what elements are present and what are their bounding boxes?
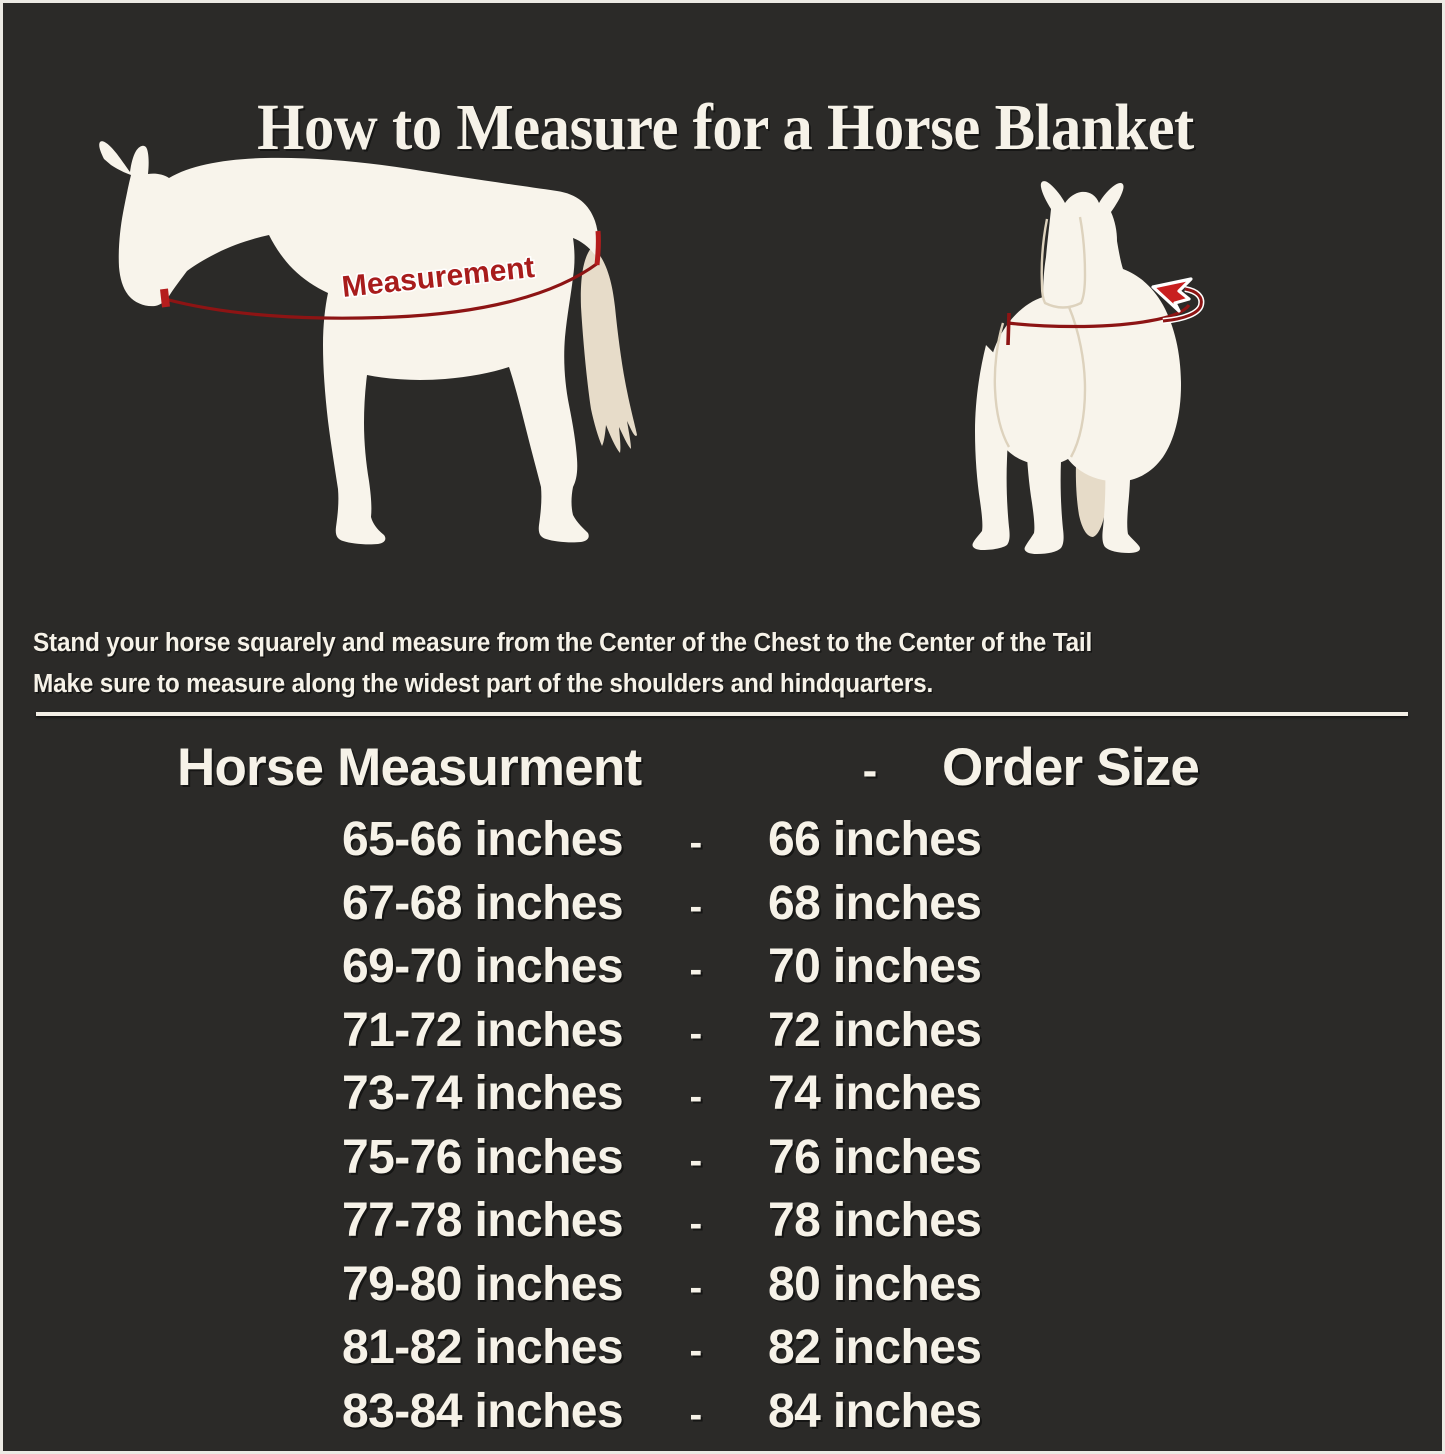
cell-order-size: 84 inches [768,1384,982,1438]
column-header-dash: - [862,746,878,795]
illustration-band: Measurement [3,129,1442,579]
horse-rear-view-diagram [972,181,1205,554]
horse-rear-rump-contour [1067,306,1087,458]
measurement-tick-rear [1006,312,1011,346]
table-row: 65-66 inches - 66 inches [3,810,1442,874]
cell-dash: - [689,949,702,991]
cell-order-size: 78 inches [768,1194,982,1247]
table-header-row: Horse Measurment - Order Size [3,737,1442,802]
instruction-line-2: Make sure to measure along the widest pa… [33,669,934,698]
table-row: 69-70 inches - 70 inches [3,937,1442,1001]
cell-measurement: 83-84 inches [342,1384,624,1438]
column-header-measurement: Horse Measurment [177,738,642,797]
cell-order-size: 66 inches [768,813,982,866]
horse-rear-head-outline [1040,216,1087,309]
table-row: 83-84 inches - 84 inches [3,1382,1442,1446]
cell-dash: - [689,1203,702,1245]
horse-rear-side-contour [993,322,1011,448]
cell-order-size: 68 inches [768,876,982,930]
size-chart-table: Horse Measurment - Order Size 65-66 inch… [3,737,1442,1446]
instruction-line-1: Stand your horse squarely and measure fr… [33,628,1093,657]
cell-dash: - [689,1012,702,1055]
measurement-arrow-curve-inner [1162,287,1203,323]
section-divider [36,712,1408,716]
table-row: 73-74 inches - 74 inches [3,1064,1442,1128]
cell-order-size: 80 inches [768,1257,982,1311]
table-row: 77-78 inches - 78 inches [3,1191,1442,1255]
cell-order-size: 74 inches [768,1067,982,1120]
cell-dash: - [689,1330,702,1372]
cell-measurement: 65-66 inches [342,813,624,866]
cell-order-size: 82 inches [768,1321,982,1374]
measuring-instructions: Stand your horse squarely and measure fr… [33,623,1360,705]
horse-body-shape [99,141,598,545]
horse-tail-shape [580,247,637,453]
cell-dash: - [689,1139,702,1182]
table-row: 75-76 inches - 76 inches [3,1128,1442,1192]
measurement-tick-chest [160,288,170,308]
table-row: 71-72 inches - 72 inches [3,1001,1442,1065]
cell-measurement: 69-70 inches [342,940,624,993]
cell-dash: - [689,822,702,864]
cell-order-size: 72 inches [768,1003,982,1057]
table-row: 81-82 inches - 82 inches [3,1318,1442,1382]
cell-measurement: 79-80 inches [342,1257,624,1311]
cell-dash: - [689,885,702,928]
horse-side-view-diagram: Measurement [99,141,637,545]
cell-order-size: 76 inches [768,1130,982,1184]
table-row: 79-80 inches - 80 inches [3,1255,1442,1319]
measurement-tick-tail [594,230,601,266]
cell-measurement: 81-82 inches [342,1321,624,1374]
measurement-line-rear [1007,303,1191,329]
column-header-order-size: Order Size [942,738,1200,797]
cell-dash: - [689,1266,702,1309]
cell-measurement: 67-68 inches [342,876,624,930]
cell-measurement: 75-76 inches [342,1130,624,1184]
cell-measurement: 73-74 inches [342,1067,624,1120]
page-title: How to Measure for a Horse Blanket [257,91,1194,165]
horse-rear-body-shape [986,181,1181,482]
measurement-arrow-icon [1151,277,1193,313]
table-row: 67-68 inches - 68 inches [3,874,1442,938]
cell-dash: - [689,1393,702,1436]
cell-order-size: 70 inches [768,940,982,993]
cell-dash: - [689,1076,702,1118]
cell-measurement: 71-72 inches [342,1003,624,1057]
cell-measurement: 77-78 inches [342,1194,624,1247]
measurement-line [164,261,599,320]
